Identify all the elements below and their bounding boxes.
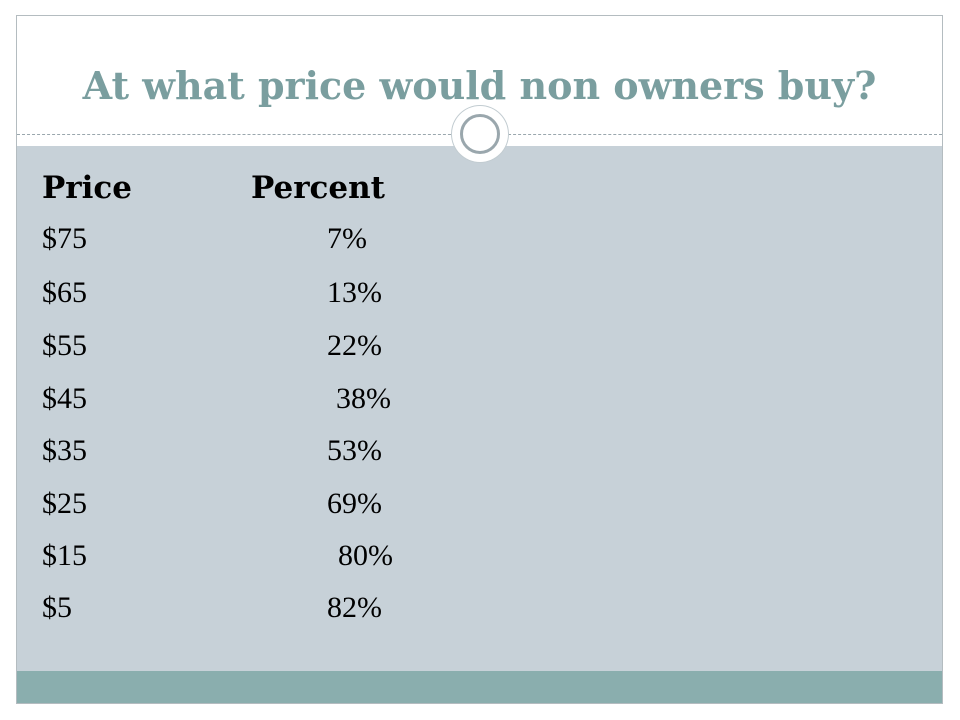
table-row: $15 80% (42, 539, 442, 591)
price-cell: $25 (42, 487, 87, 520)
ring-inner (460, 114, 500, 154)
slide-frame: At what price would non owners buy? (16, 15, 943, 704)
price-cell: $65 (42, 276, 87, 309)
percent-cell: 82% (327, 591, 382, 624)
table-row: $75 7% (42, 222, 442, 274)
percent-cell: 13% (327, 276, 382, 309)
percent-cell: 53% (327, 434, 382, 467)
table-row: $65 13% (42, 276, 442, 328)
percent-cell: 22% (327, 329, 382, 362)
price-cell: $55 (42, 329, 87, 362)
table-row: $45 38% (42, 382, 442, 434)
table-row: $25 69% (42, 487, 442, 539)
percent-cell: 69% (327, 487, 382, 520)
table-row: $5 82% (42, 591, 442, 643)
table-row: $55 22% (42, 329, 442, 381)
price-cell: $45 (42, 382, 87, 415)
price-cell: $35 (42, 434, 87, 467)
percent-cell: 80% (338, 539, 393, 572)
content-area (17, 146, 942, 671)
table-row: $35 53% (42, 434, 442, 486)
percent-cell: 7% (327, 222, 367, 255)
price-cell: $75 (42, 222, 87, 255)
header-percent: Percent (251, 170, 385, 206)
header-price: Price (42, 170, 133, 206)
circle-ring-icon (452, 106, 508, 162)
slide-title: At what price would non owners buy? (82, 63, 877, 108)
price-cell: $5 (42, 591, 72, 624)
price-cell: $15 (42, 539, 87, 572)
percent-cell: 38% (336, 382, 391, 415)
footer-bar (17, 671, 942, 703)
